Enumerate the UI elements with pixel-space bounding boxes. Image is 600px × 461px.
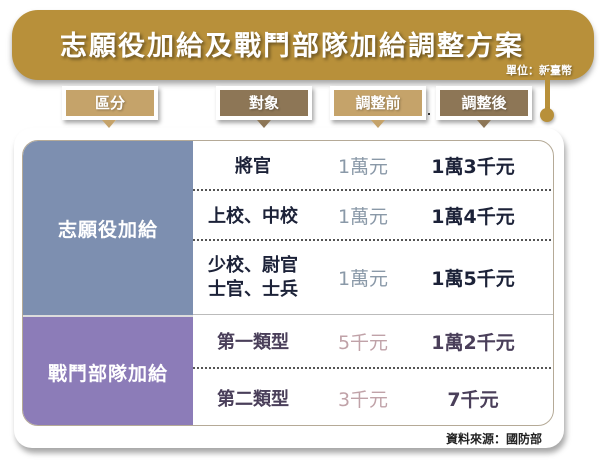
after-cell: 1萬5千元 <box>431 268 515 290</box>
header-after: 調整後 <box>436 86 532 127</box>
after-cell: 1萬3千元 <box>431 155 515 178</box>
target-cell: 將官 <box>235 156 271 177</box>
category-volunteer-allowance: 志願役加給 <box>23 141 193 315</box>
header-category-label: 區分 <box>94 94 125 112</box>
header-pointer <box>371 120 385 128</box>
title-banner: 志願役加給及戰鬥部隊加給調整方案 單位：新臺幣 <box>12 10 594 80</box>
header-pointer <box>102 120 116 128</box>
data-source: 資料來源：國防部 <box>445 432 542 446</box>
banner-drip <box>545 72 550 112</box>
table-row: 上校、中校 1萬元 1萬4千元 <box>193 191 553 241</box>
after-cell: 1萬4千元 <box>431 205 515 228</box>
category-label: 戰鬥部隊加給 <box>47 362 168 385</box>
table-row: 少校、尉官 士官、士兵 1萬元 1萬5千元 <box>193 241 553 315</box>
header-after-label: 調整後 <box>461 94 507 112</box>
before-cell: 1萬元 <box>337 155 389 178</box>
page-title: 志願役加給及戰鬥部隊加給調整方案 <box>60 31 524 62</box>
category-combat-unit-allowance: 戰鬥部隊加給 <box>23 315 193 425</box>
header-category: 區分 <box>62 86 158 127</box>
target-cell: 上校、中校 <box>208 206 298 227</box>
before-cell: 1萬元 <box>337 268 389 290</box>
after-cell: 7千元 <box>447 388 499 411</box>
target-line: 士官、士兵 <box>208 278 298 300</box>
banner-drip-dot <box>540 108 554 122</box>
decorative-dot <box>428 113 430 115</box>
header-target-label: 對象 <box>248 94 279 112</box>
table-row: 將官 1萬元 1萬3千元 <box>193 141 553 191</box>
before-cell: 5千元 <box>337 331 389 354</box>
header-before: 調整前 <box>330 86 426 127</box>
currency-unit: 單位：新臺幣 <box>506 64 572 77</box>
before-cell: 1萬元 <box>337 205 389 228</box>
table-row: 第一類型 5千元 1萬2千元 <box>193 315 553 369</box>
header-pointer <box>477 120 491 128</box>
header-pointer <box>257 120 271 128</box>
target-cell: 第一類型 <box>217 332 289 353</box>
target-line: 少校、尉官 <box>208 254 298 276</box>
table-row: 第二類型 3千元 7千元 <box>193 369 553 425</box>
allowance-table: 志願役加給 戰鬥部隊加給 將官 1萬元 1萬3千元 上校、中校 1萬元 1萬4千… <box>22 140 554 426</box>
after-cell: 1萬2千元 <box>431 331 515 354</box>
target-cell: 第二類型 <box>217 389 289 410</box>
target-cell: 少校、尉官 士官、士兵 <box>193 254 313 302</box>
header-target: 對象 <box>216 86 312 127</box>
category-label: 志願役加給 <box>57 218 158 241</box>
before-cell: 3千元 <box>337 388 389 411</box>
header-before-label: 調整前 <box>355 94 401 112</box>
